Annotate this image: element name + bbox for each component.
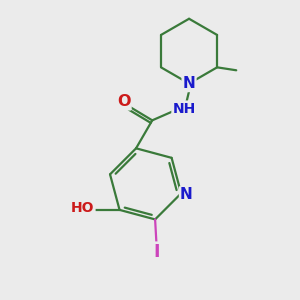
Text: O: O (117, 94, 130, 109)
Text: NH: NH (172, 102, 196, 116)
Text: N: N (180, 188, 193, 202)
Text: N: N (183, 76, 195, 91)
Text: I: I (153, 243, 160, 261)
Text: HO: HO (71, 201, 94, 215)
